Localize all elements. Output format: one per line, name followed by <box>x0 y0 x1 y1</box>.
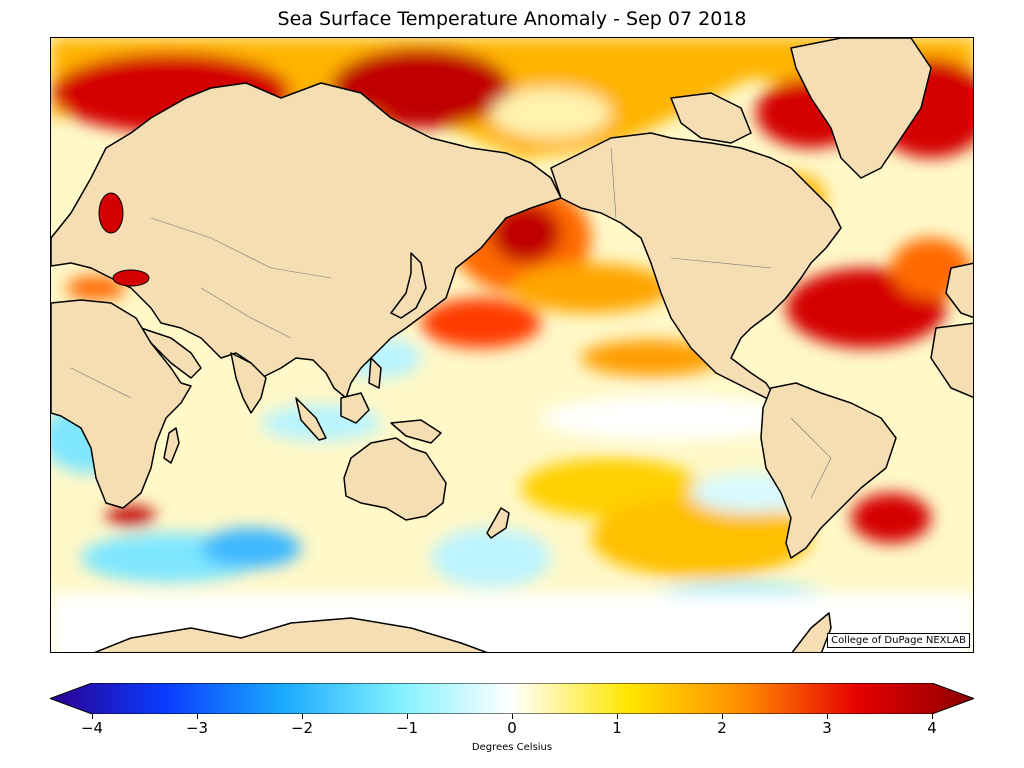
japan <box>390 252 427 319</box>
sst-anomaly-map: College of DuPage NEXLAB <box>50 37 974 653</box>
landmasses <box>51 38 973 652</box>
arctic-islands <box>670 92 752 144</box>
credit-label: College of DuPage NEXLAB <box>827 633 970 648</box>
colorbar-tick-label: 3 <box>822 719 832 737</box>
greenland <box>790 38 932 179</box>
colorbar-tick-label: −1 <box>395 719 419 737</box>
inland-seas <box>98 192 150 287</box>
colorbar-tick-label: 2 <box>717 719 727 737</box>
north-america <box>550 132 842 399</box>
colorbar-tickmark <box>617 714 618 719</box>
map-canvas <box>51 38 973 652</box>
colorbar-tick-label: −3 <box>185 719 209 737</box>
australia <box>343 437 447 521</box>
antarctic-peninsula <box>791 612 832 652</box>
sumatra <box>295 397 327 441</box>
map-title: Sea Surface Temperature Anomaly - Sep 07… <box>277 8 747 30</box>
india <box>230 352 267 414</box>
madagascar <box>163 427 180 464</box>
new-zealand <box>486 507 510 539</box>
borneo <box>340 392 370 424</box>
country-borders <box>70 147 832 499</box>
colorbar-tick-label: 4 <box>927 719 937 737</box>
colorbar-tickmark <box>722 714 723 719</box>
eurasia <box>51 82 562 399</box>
new-guinea <box>390 419 442 444</box>
colorbar-tickmark <box>302 714 303 719</box>
antarctica <box>93 617 488 652</box>
colorbar-tickmark <box>92 714 93 719</box>
colorbar-bar <box>50 683 974 714</box>
colorbar-tick-label: 1 <box>612 719 622 737</box>
west-africa <box>930 322 973 398</box>
africa <box>51 299 192 509</box>
colorbar-tick-label: −4 <box>80 719 104 737</box>
colorbar-tick-label: 0 <box>507 719 517 737</box>
colorbar-tickmark <box>932 714 933 719</box>
colorbar-tickmark <box>407 714 408 719</box>
europe-nw <box>945 262 973 319</box>
south-america <box>760 382 897 559</box>
colorbar-tickmark <box>827 714 828 719</box>
colorbar-label: Degrees Celsius <box>471 742 553 753</box>
colorbar-tickmark <box>512 714 513 719</box>
colorbar-tick-label: −2 <box>290 719 314 737</box>
philippines <box>368 357 382 389</box>
colorbar-tickmark <box>197 714 198 719</box>
anomaly-field <box>51 38 973 652</box>
colorbar <box>50 683 974 714</box>
